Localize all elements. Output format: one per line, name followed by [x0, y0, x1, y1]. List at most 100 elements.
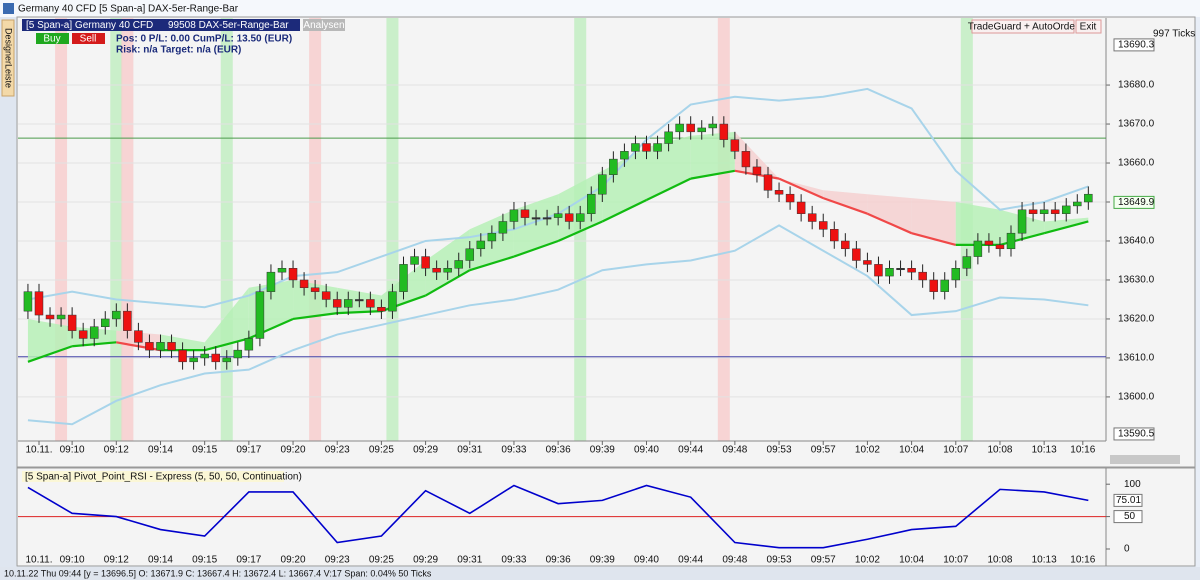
x-tick-label: 10.11. [25, 555, 52, 566]
x-tick-label: 09:40 [634, 445, 659, 456]
x-tick-label: 09:23 [325, 555, 350, 566]
sidebar-tab[interactable] [1, 19, 15, 97]
y-tick-label: 50 [1124, 511, 1136, 522]
candle-body [399, 264, 408, 292]
candle-body [509, 209, 519, 222]
x-tick-label: 09:29 [413, 445, 438, 456]
candle-body [23, 291, 33, 312]
signal-zone [110, 18, 123, 441]
title-bar [0, 0, 1200, 17]
exit-label[interactable]: Exit [1080, 22, 1097, 33]
chart-tab [22, 19, 300, 31]
cloud-area [823, 190, 868, 214]
analysen-label[interactable]: Analysen [303, 20, 344, 31]
window-subtitle: DAX-5er-Range-Bar [148, 4, 239, 15]
candle-body [1039, 209, 1049, 214]
moving-average [822, 197, 868, 215]
range-label: 13690.3 [1118, 40, 1155, 51]
candle-body [89, 326, 99, 339]
analysen-button[interactable] [303, 19, 345, 31]
candle-body [686, 123, 695, 133]
plot-layer: 13600.013610.013620.013630.013640.013650… [18, 18, 1155, 566]
tick-count: 997 Ticks [1153, 29, 1195, 40]
candle-body [830, 229, 839, 242]
candle-body [233, 349, 243, 359]
exit-button[interactable] [1075, 19, 1102, 34]
candle-body [45, 314, 55, 320]
candle-body [962, 256, 972, 269]
buy-label[interactable]: Buy [43, 34, 60, 45]
moving-average [469, 255, 515, 272]
y-tick-label: 13680.0 [1118, 80, 1155, 91]
candle-body [244, 338, 254, 351]
sell-button[interactable] [72, 33, 105, 44]
x-tick-label: 09:23 [325, 445, 350, 456]
x-tick-label: 10:08 [987, 445, 1012, 456]
candle-body [730, 139, 740, 152]
y-tick-box [1113, 510, 1143, 524]
candle-body [642, 143, 651, 152]
candle-body [200, 353, 209, 359]
chart-symbol: [5 Span-a] Germany 40 CFD [26, 20, 153, 31]
x-tick-label: 09:44 [678, 445, 703, 456]
x-tick-label: 09:53 [767, 445, 792, 456]
y-tick-label: 13660.0 [1118, 158, 1155, 169]
candle-body [78, 330, 88, 339]
candle-body [785, 193, 795, 203]
sell-label[interactable]: Sell [80, 34, 97, 45]
x-tick-label: 09:17 [236, 555, 261, 566]
candle-body [564, 213, 574, 222]
x-tick-label: 09:44 [678, 555, 703, 566]
candle-body [609, 158, 618, 175]
candle-body [951, 268, 961, 281]
x-tick-label: 09:57 [811, 555, 836, 566]
x-tick-label: 09:57 [811, 445, 836, 456]
candle-body [465, 248, 475, 261]
candle-body [1061, 205, 1071, 214]
buy-button[interactable] [36, 33, 69, 44]
x-tick-label: 10:07 [943, 555, 968, 566]
candle-body [355, 299, 364, 302]
candle-body [653, 143, 662, 152]
x-tick-label: 09:25 [369, 445, 394, 456]
status-text: 10.11.22 Thu 09:44 [y = 13696.5] O: 1367… [4, 568, 432, 578]
candle-body [178, 349, 187, 363]
moving-average [425, 269, 471, 297]
rsi-line [27, 484, 1089, 549]
x-tick-label: 09:53 [767, 555, 792, 566]
cloud-area [27, 318, 73, 362]
sidebar-label[interactable]: DesignerLeiste [4, 28, 14, 88]
risk-info: Risk: n/a Target: n/a (EUR) [116, 45, 241, 56]
candle-body [487, 232, 497, 242]
x-tick-label: 09:31 [457, 555, 482, 566]
candle-body [874, 264, 883, 277]
candle-body [288, 268, 298, 281]
x-tick-label: 09:48 [722, 555, 747, 566]
rsi-title: [5 Span-a] Pivot_Point_RSI - Express (5,… [25, 472, 302, 483]
candle-body [995, 244, 1005, 250]
x-tick-label: 10:08 [987, 555, 1012, 566]
x-tick-label: 09:20 [281, 555, 306, 566]
candle-body [34, 291, 44, 316]
candle-body [796, 201, 806, 214]
tradeguard-button[interactable] [971, 19, 1075, 34]
x-tick-label: 09:31 [457, 445, 482, 456]
candle-body [421, 256, 430, 269]
signal-zone [55, 18, 68, 441]
x-tick-label: 09:17 [236, 445, 261, 456]
scrollbar[interactable] [1110, 455, 1180, 464]
window-title: Germany 40 CFD [5 Span-a] [18, 4, 145, 15]
x-tick-label: 09:33 [501, 445, 526, 456]
moving-average [204, 337, 250, 352]
candle-body [885, 268, 894, 277]
signal-zone [121, 18, 134, 441]
x-tick-label: 09:15 [192, 445, 217, 456]
x-tick-label: 09:10 [60, 445, 85, 456]
candle-body [984, 240, 994, 246]
signal-zone [386, 18, 399, 441]
candle-body [918, 271, 927, 281]
tradeguard-label[interactable]: TradeGuard + AutoOrder [968, 22, 1079, 33]
sidebar [0, 17, 16, 567]
candle-body [443, 268, 452, 273]
moving-average [866, 212, 913, 235]
